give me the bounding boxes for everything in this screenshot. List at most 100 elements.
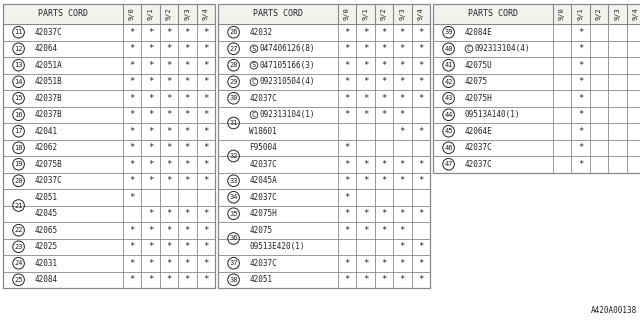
Text: *: * <box>203 28 209 37</box>
Text: 42084E: 42084E <box>464 28 492 37</box>
Text: 42045A: 42045A <box>249 176 277 185</box>
Text: 25: 25 <box>14 277 23 283</box>
Text: *: * <box>148 61 153 70</box>
Bar <box>3 4 215 24</box>
Text: 42037C: 42037C <box>464 160 492 169</box>
Text: 9/3: 9/3 <box>399 8 405 20</box>
Text: *: * <box>129 160 134 169</box>
Text: 092313104(1): 092313104(1) <box>259 110 315 119</box>
Text: 43: 43 <box>444 95 453 101</box>
Text: *: * <box>148 275 153 284</box>
Text: 9/4: 9/4 <box>633 8 639 20</box>
Text: *: * <box>166 143 172 152</box>
Text: *: * <box>399 226 405 235</box>
Text: *: * <box>578 44 583 53</box>
Text: *: * <box>418 44 424 53</box>
Text: *: * <box>203 209 209 218</box>
Bar <box>3 4 215 288</box>
Text: 42037C: 42037C <box>249 94 277 103</box>
Text: *: * <box>399 259 405 268</box>
Text: 42065: 42065 <box>34 226 57 235</box>
Text: *: * <box>418 259 424 268</box>
Text: S: S <box>252 62 256 68</box>
Text: *: * <box>363 176 368 185</box>
Text: 30: 30 <box>229 95 238 101</box>
Text: *: * <box>185 127 190 136</box>
Text: *: * <box>399 275 405 284</box>
Text: *: * <box>344 209 349 218</box>
Text: *: * <box>418 176 424 185</box>
Text: *: * <box>399 28 405 37</box>
Text: 047406126(8): 047406126(8) <box>259 44 315 53</box>
Text: 38: 38 <box>229 277 238 283</box>
Text: *: * <box>399 209 405 218</box>
Text: 42051: 42051 <box>249 275 272 284</box>
Text: *: * <box>344 44 349 53</box>
Text: 42045: 42045 <box>34 209 57 218</box>
Text: 42051B: 42051B <box>34 77 62 86</box>
Text: *: * <box>344 160 349 169</box>
Text: 23: 23 <box>14 244 23 250</box>
Text: 46: 46 <box>444 145 453 151</box>
Text: *: * <box>418 209 424 218</box>
Text: *: * <box>166 28 172 37</box>
Text: 26: 26 <box>229 29 238 35</box>
Text: *: * <box>418 77 424 86</box>
Text: *: * <box>148 28 153 37</box>
Text: W18601: W18601 <box>249 127 277 136</box>
Text: 20: 20 <box>14 178 23 184</box>
Text: 9/2: 9/2 <box>166 8 172 20</box>
Text: *: * <box>418 127 424 136</box>
Text: *: * <box>418 242 424 251</box>
Text: 22: 22 <box>14 227 23 233</box>
Text: *: * <box>185 77 190 86</box>
Text: 42062: 42062 <box>34 143 57 152</box>
Text: 42051: 42051 <box>34 193 57 202</box>
Text: *: * <box>148 226 153 235</box>
Text: 19: 19 <box>14 161 23 167</box>
Text: *: * <box>344 28 349 37</box>
Text: 42037C: 42037C <box>34 176 62 185</box>
Text: *: * <box>185 226 190 235</box>
Text: 42041: 42041 <box>34 127 57 136</box>
Text: 9/2: 9/2 <box>596 8 602 20</box>
Bar <box>218 4 430 24</box>
Text: 42084: 42084 <box>34 275 57 284</box>
Text: *: * <box>166 176 172 185</box>
Text: *: * <box>203 275 209 284</box>
Text: *: * <box>166 160 172 169</box>
Text: 37: 37 <box>229 260 238 266</box>
Text: *: * <box>203 226 209 235</box>
Text: *: * <box>363 61 368 70</box>
Text: *: * <box>363 226 368 235</box>
Text: 21: 21 <box>14 203 23 209</box>
Text: *: * <box>399 242 405 251</box>
Text: 092313104(4): 092313104(4) <box>474 44 530 53</box>
Text: 36: 36 <box>229 236 238 242</box>
Text: 42075H: 42075H <box>464 94 492 103</box>
Text: 12: 12 <box>14 46 23 52</box>
Text: 9/4: 9/4 <box>203 8 209 20</box>
Text: *: * <box>344 275 349 284</box>
Text: *: * <box>148 127 153 136</box>
Text: 42075: 42075 <box>464 77 487 86</box>
Text: 9/3: 9/3 <box>184 8 190 20</box>
Text: 42037C: 42037C <box>34 28 62 37</box>
Text: 9/1: 9/1 <box>577 8 584 20</box>
Text: *: * <box>381 94 387 103</box>
Text: *: * <box>129 44 134 53</box>
Text: *: * <box>185 160 190 169</box>
Text: *: * <box>578 61 583 70</box>
Text: *: * <box>578 77 583 86</box>
Text: *: * <box>148 44 153 53</box>
Text: *: * <box>166 44 172 53</box>
Text: *: * <box>363 28 368 37</box>
Text: 092310504(4): 092310504(4) <box>259 77 315 86</box>
Text: 9/4: 9/4 <box>418 8 424 20</box>
Text: 9/0: 9/0 <box>559 8 565 20</box>
Text: 27: 27 <box>229 46 238 52</box>
Text: *: * <box>129 143 134 152</box>
Text: *: * <box>418 94 424 103</box>
Text: *: * <box>148 110 153 119</box>
Text: PARTS CORD: PARTS CORD <box>38 10 88 19</box>
